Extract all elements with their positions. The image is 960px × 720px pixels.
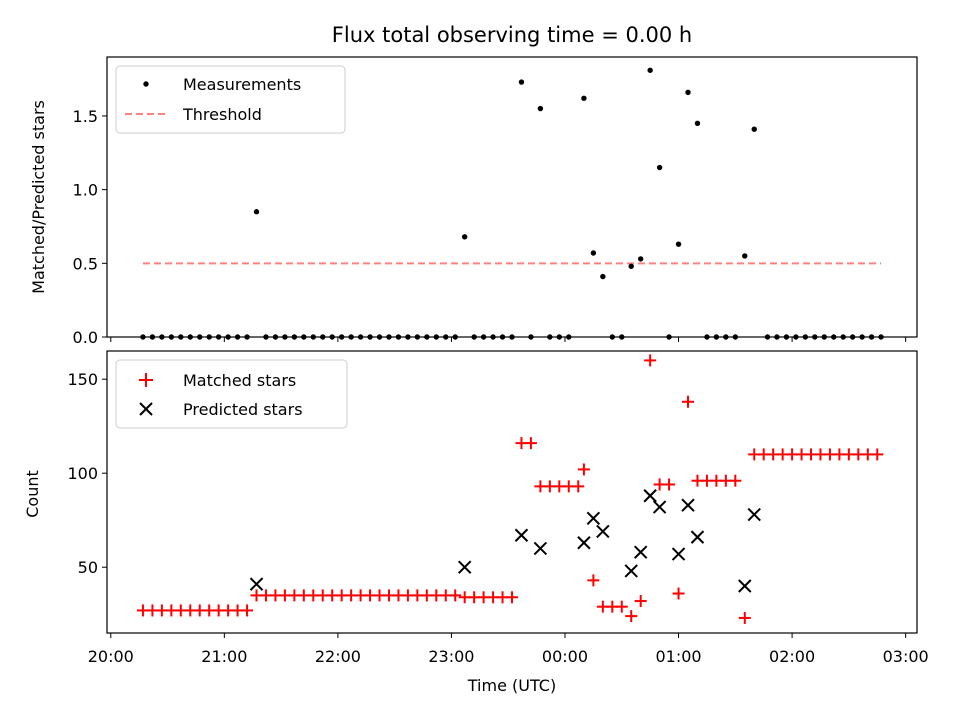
- legend-matched-label: Matched stars: [183, 371, 296, 390]
- matched-star-point: [449, 589, 462, 602]
- matched-star-point: [672, 587, 685, 600]
- top-x-ticks: [110, 337, 907, 342]
- predicted-star-point: [738, 579, 752, 593]
- predicted-star-point: [690, 530, 705, 544]
- measurement-point: [581, 95, 587, 101]
- matched-star-point: [634, 595, 647, 608]
- predicted-star-point: [681, 498, 695, 512]
- predicted-star-point: [249, 577, 264, 591]
- matched-star-point: [572, 480, 585, 493]
- bottom-x-tick-label: 01:00: [655, 647, 701, 666]
- legend-measurements-marker: [143, 81, 149, 87]
- legend-threshold-label: Threshold: [182, 105, 262, 124]
- top-data-marks: [140, 67, 884, 340]
- bottom-x-axis-label: Time (UTC): [467, 676, 556, 695]
- matched-star-point: [577, 463, 590, 476]
- predicted-star-point: [596, 524, 610, 539]
- measurement-point: [461, 234, 468, 240]
- bottom-x-ticks: 20:00 21:00 22:00 23:00 00:00 01:00 02:00 03:00: [88, 633, 929, 666]
- bottom-data-marks: [136, 354, 884, 624]
- bottom-legend: Matched stars Predicted stars: [115, 359, 348, 429]
- predicted-star-point: [624, 564, 638, 578]
- matched-star-point: [738, 611, 751, 624]
- bottom-x-tick-label: 20:00: [88, 647, 134, 666]
- top-legend: Measurements Threshold: [115, 65, 346, 134]
- predicted-star-point: [671, 547, 686, 561]
- measurement-point: [253, 209, 260, 215]
- measurement-point: [628, 263, 634, 269]
- matched-star-point: [682, 395, 695, 408]
- legend-measurements-label: Measurements: [183, 75, 301, 94]
- top-y-tick-label: 0.5: [73, 254, 98, 273]
- bottom-legend-box: [115, 359, 348, 429]
- bottom-y-axis-label: Count: [23, 470, 42, 518]
- matched-star-point: [625, 610, 638, 623]
- matched-star-point: [587, 574, 600, 587]
- measurement-point: [590, 250, 597, 256]
- predicted-star-point: [747, 507, 761, 522]
- top-y-ticks: 0.0 0.5 1.0 1.5: [73, 107, 107, 347]
- measurement-point: [751, 126, 757, 132]
- bottom-axes-frame: [106, 350, 918, 634]
- matched-star-point: [241, 604, 254, 617]
- bottom-x-tick-label: 02:00: [769, 647, 815, 666]
- measurement-point: [742, 253, 748, 259]
- measurement-point: [518, 79, 525, 85]
- matched-star-point: [729, 474, 742, 487]
- predicted-star-point: [533, 541, 548, 556]
- matched-star-point: [644, 354, 657, 367]
- bottom-x-tick-label: 03:00: [883, 647, 929, 666]
- matched-star-point: [524, 437, 537, 450]
- legend-matched-marker: [139, 373, 153, 387]
- bottom-y-ticks: 50 100 150: [67, 370, 107, 577]
- predicted-star-point: [457, 560, 472, 574]
- predicted-star-point: [643, 489, 657, 503]
- measurement-point: [647, 67, 653, 73]
- measurement-point: [637, 256, 644, 262]
- predicted-star-point: [514, 528, 529, 542]
- predicted-star-point: [586, 511, 601, 526]
- measurement-point: [694, 120, 701, 127]
- bottom-x-tick-label: 00:00: [542, 647, 588, 666]
- top-axes-frame: [106, 56, 918, 338]
- predicted-star-point: [577, 536, 591, 550]
- bottom-x-tick-label: 21:00: [201, 647, 247, 666]
- bottom-panel: 50 100 150 20:00 21:00 22:00 23:00 00:00 01:00 0…: [23, 350, 929, 695]
- bottom-x-tick-label: 22:00: [315, 647, 361, 666]
- matched-star-point: [615, 600, 628, 613]
- bottom-y-tick-label: 50: [78, 558, 98, 577]
- measurement-point: [656, 164, 663, 171]
- bottom-y-tick-label: 150: [67, 370, 98, 389]
- top-y-tick-label: 1.5: [73, 107, 98, 126]
- bottom-y-tick-label: 100: [67, 464, 98, 483]
- top-panel: Flux total observing time = 0.00 h 0.00.…: [29, 23, 918, 347]
- bottom-x-tick-label: 23:00: [428, 647, 474, 666]
- measurement-point: [685, 89, 691, 96]
- measurement-point: [600, 273, 606, 280]
- top-y-tick-label: 1.0: [73, 181, 98, 200]
- matched-star-point: [663, 478, 676, 491]
- predicted-star-point: [633, 545, 648, 559]
- measurement-point: [675, 241, 682, 247]
- top-legend-box: [115, 65, 346, 134]
- top-title: Flux total observing time = 0.00 h: [332, 23, 692, 47]
- top-y-axis-label: Matched/Predicted stars: [29, 100, 48, 294]
- measurement-point: [537, 105, 544, 112]
- legend-predicted-marker: [139, 402, 153, 416]
- predicted-star-point: [652, 500, 667, 514]
- matched-star-point: [506, 591, 518, 604]
- legend-predicted-label: Predicted stars: [183, 400, 303, 419]
- top-y-tick-label: 0.0: [73, 328, 98, 347]
- matched-star-point: [871, 448, 884, 461]
